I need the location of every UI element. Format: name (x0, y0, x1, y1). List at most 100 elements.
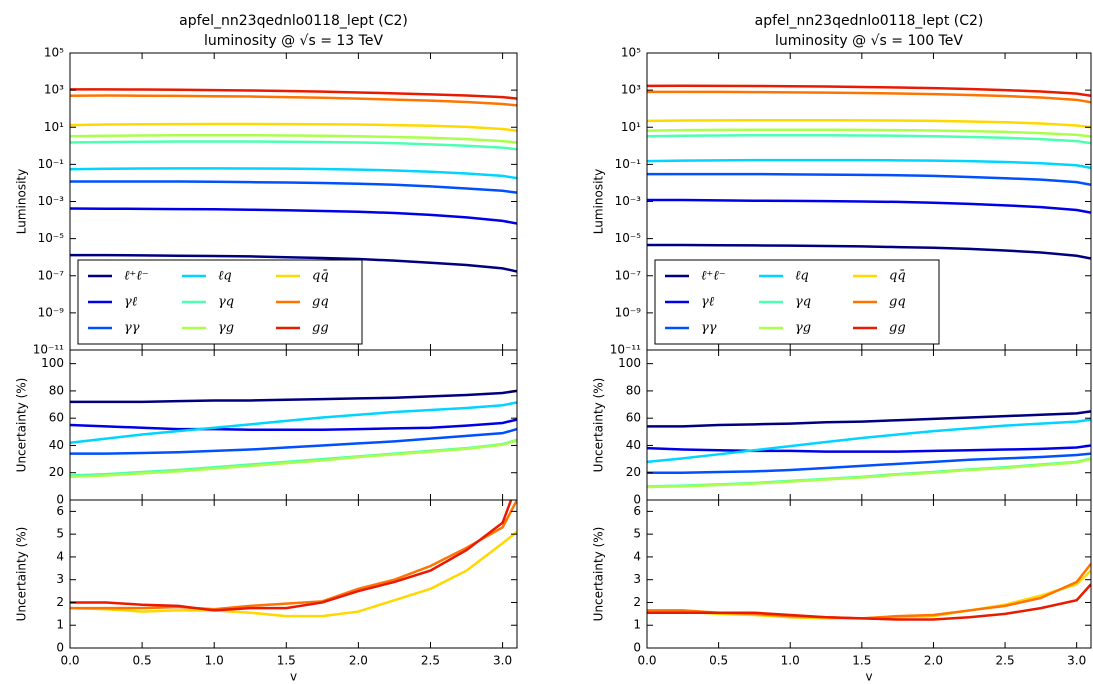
y-tick-label: 100 (618, 356, 641, 370)
y-tick-label: 4 (633, 549, 641, 563)
y-tick-label: 10⁻¹ (38, 157, 65, 171)
series-line (647, 444, 1091, 453)
series-line (70, 88, 517, 100)
x-tick-label: 0.0 (637, 654, 656, 668)
y-tick-label: 80 (626, 383, 641, 397)
x-axis-label: v (290, 670, 297, 684)
legend-label: γg (795, 321, 811, 336)
legend-label: γγ (701, 321, 717, 336)
legend-label: qq̄ (312, 269, 329, 284)
x-tick-label: 1.5 (277, 654, 296, 668)
series-line (70, 418, 517, 432)
y-axis-label: Luminosity (15, 169, 29, 234)
series-line (70, 389, 517, 404)
y-tick-label: 20 (626, 465, 641, 479)
y-tick-label: 10⁻³ (38, 194, 65, 208)
chart-title: apfel_nn23qednlo0118_lept (C2) (755, 13, 984, 29)
y-tick-label: 10⁻⁵ (615, 231, 642, 245)
series-line (647, 84, 1091, 97)
y-tick-label: 6 (633, 504, 641, 518)
x-tick-label: 1.0 (205, 654, 224, 668)
x-tick-label: 3.0 (493, 654, 512, 668)
y-tick-label: 40 (49, 438, 64, 452)
axes-frame (69, 349, 518, 501)
series-line (647, 128, 1091, 138)
y-tick-label: 3 (56, 572, 64, 586)
y-tick-label: 0 (633, 493, 641, 507)
series-line (647, 90, 1091, 104)
series-line (70, 134, 517, 144)
legend-label: γq (795, 295, 811, 310)
series-line (70, 401, 517, 444)
y-axis-label: Uncertainty (%) (15, 378, 29, 473)
legend-label: γg (218, 321, 234, 336)
legend-box (654, 259, 940, 345)
y-tick-label: 60 (626, 411, 641, 425)
y-tick-label: 6 (56, 504, 64, 518)
legend-label: ℓq (218, 269, 232, 284)
y-axis-label: Uncertainty (%) (15, 527, 29, 622)
y-tick-label: 2 (56, 595, 64, 609)
y-axis-label: Uncertainty (%) (592, 527, 606, 622)
legend-label: γℓ (124, 295, 138, 310)
series-line (70, 94, 517, 107)
series-line (70, 122, 517, 132)
legend-label: γγ (124, 321, 140, 336)
series-line (647, 134, 1091, 145)
y-tick-label: 10¹ (621, 120, 641, 134)
y-tick-label: 10⁻¹¹ (610, 343, 641, 357)
legend-label: gq (889, 295, 906, 310)
series-line (647, 583, 1091, 621)
y-tick-label: 10³ (44, 83, 64, 97)
y-tick-label: 10⁻¹ (615, 157, 642, 171)
series-line (647, 243, 1091, 260)
legend-label: ℓ⁺ℓ⁻ (124, 269, 149, 284)
series-line (647, 410, 1091, 428)
series-line (647, 452, 1091, 474)
y-tick-label: 40 (626, 438, 641, 452)
legend-label: γq (218, 295, 234, 310)
y-axis-label: Luminosity (592, 169, 606, 234)
x-tick-label: 2.5 (421, 654, 440, 668)
series-line (647, 158, 1091, 170)
y-tick-label: 0 (56, 493, 64, 507)
series-line (647, 418, 1091, 464)
axes-frame (646, 499, 1092, 649)
x-tick-label: 1.0 (781, 654, 800, 668)
y-tick-label: 10³ (621, 83, 641, 97)
series-line (70, 180, 517, 194)
x-tick-label: 2.5 (996, 654, 1015, 668)
series-line (70, 530, 517, 618)
x-axis-label: v (865, 670, 872, 684)
x-tick-label: 1.5 (852, 654, 871, 668)
y-tick-label: 0 (56, 641, 64, 655)
chart-subtitle: luminosity @ √s = 100 TeV (775, 33, 963, 49)
y-tick-label: 4 (56, 549, 64, 563)
series-line (647, 172, 1091, 186)
y-tick-label: 2 (633, 595, 641, 609)
y-tick-label: 10⁻⁹ (38, 305, 65, 319)
y-tick-label: 10⁻⁵ (38, 231, 65, 245)
legend-label: gg (889, 321, 906, 336)
x-tick-label: 3.0 (1067, 654, 1086, 668)
y-tick-label: 10⁵ (621, 46, 641, 60)
y-tick-label: 3 (633, 572, 641, 586)
series-line (70, 500, 513, 612)
series-line (647, 457, 1091, 489)
y-tick-label: 100 (41, 356, 64, 370)
series-line (70, 438, 517, 477)
y-tick-label: 10⁻³ (615, 194, 642, 208)
legend-label: ℓq (795, 269, 809, 284)
y-tick-label: 5 (56, 527, 64, 541)
y-tick-label: 80 (49, 383, 64, 397)
chart-subtitle: luminosity @ √s = 13 TeV (204, 33, 383, 49)
x-tick-label: 0.5 (133, 654, 152, 668)
y-tick-label: 10⁻¹¹ (33, 343, 64, 357)
y-tick-label: 60 (49, 411, 64, 425)
series-line (70, 207, 517, 225)
y-tick-label: 10⁻⁷ (38, 268, 65, 282)
series-line (70, 167, 517, 180)
y-tick-label: 5 (633, 527, 641, 541)
legend-label: gq (312, 295, 329, 310)
